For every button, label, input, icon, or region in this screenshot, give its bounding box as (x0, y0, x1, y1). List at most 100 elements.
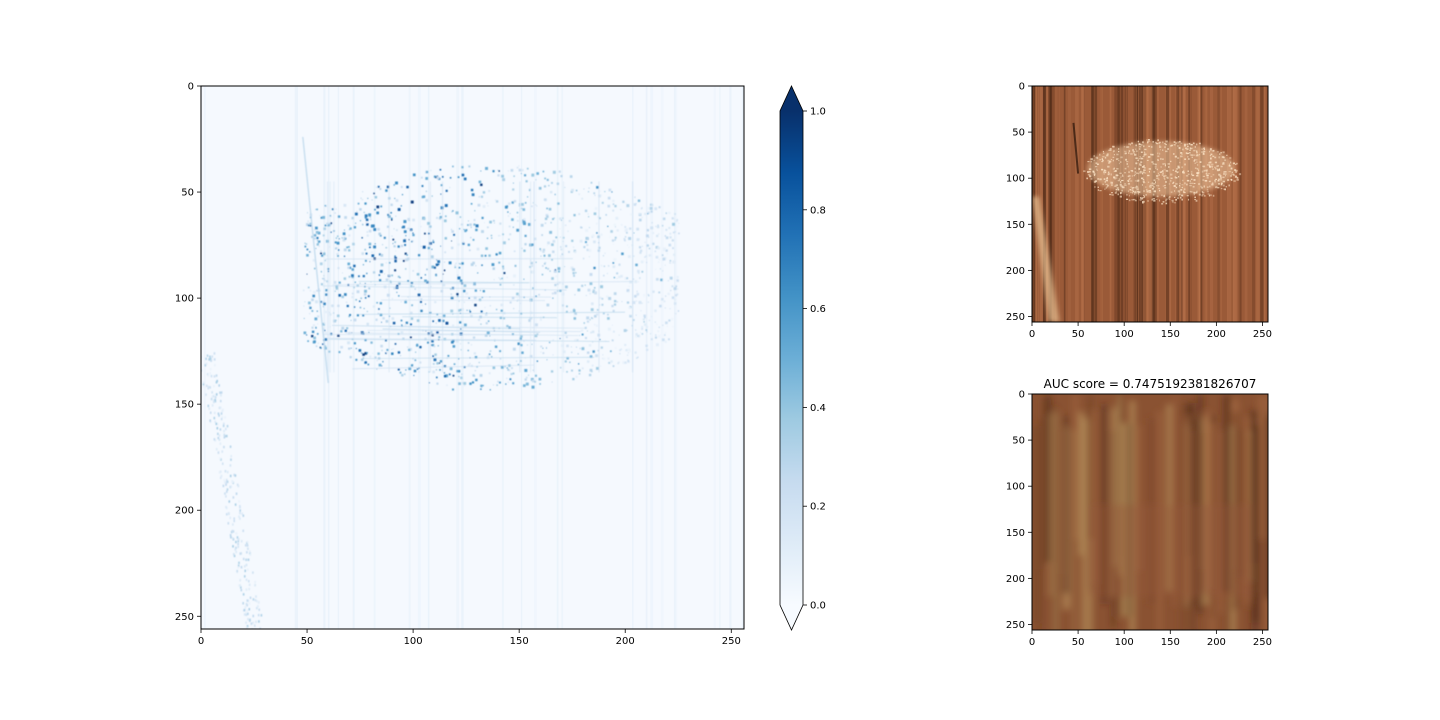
wood-grain (1050, 86, 1052, 322)
heatmap-cell (588, 344, 592, 347)
heatmap-cell (486, 226, 489, 229)
heatmap-cell (657, 224, 659, 226)
wood-grain (1081, 86, 1085, 322)
y-tick-label: 100 (1006, 482, 1025, 493)
scratch-speck (1175, 142, 1177, 144)
heatmap-cell (571, 239, 574, 242)
heatmap-cell (438, 336, 441, 339)
heatmap-cell (335, 247, 338, 250)
scratch-speck (1142, 201, 1144, 203)
wood-grain (1087, 400, 1093, 591)
heatmap-cell (486, 331, 490, 335)
scratch-speck (1117, 174, 1119, 176)
heatmap-cell (641, 333, 644, 335)
scratch-speck (1167, 166, 1170, 168)
heatmap-streak (203, 86, 206, 629)
heatmap-cell (479, 374, 483, 377)
heatmap-cell (573, 317, 577, 320)
wood-grain (1165, 86, 1170, 322)
heatmap-cell (648, 319, 651, 322)
wood-grain (1042, 86, 1047, 322)
wood-grain (1227, 86, 1228, 322)
heatmap-cell (600, 365, 602, 367)
scratch-speck (1220, 152, 1222, 154)
heatmap-cell (239, 504, 241, 508)
scratch-speck (1208, 161, 1211, 164)
scratch-speck (1106, 154, 1109, 157)
scratch-speck (1154, 166, 1157, 168)
scratch-speck (1167, 148, 1169, 150)
scratch-speck (1110, 173, 1112, 176)
y-tick-label: 150 (175, 400, 194, 411)
heatmap-cell (583, 246, 586, 249)
heatmap-cell (542, 250, 545, 253)
heatmap-cell (242, 593, 245, 596)
wood-grain (1217, 86, 1221, 322)
heatmap-cell (376, 211, 379, 215)
heatmap-cell (331, 208, 334, 211)
scratch-speck (1236, 178, 1239, 181)
scratch-speck (1181, 166, 1183, 169)
heatmap-cell (359, 306, 362, 309)
wood-grain (1177, 86, 1180, 322)
heatmap-cell (352, 315, 354, 317)
heatmap-cell (560, 248, 563, 251)
heatmap-cell (502, 241, 506, 245)
heatmap-cell (648, 247, 651, 250)
scratch-speck (1187, 198, 1190, 201)
heatmap-cell (235, 540, 237, 544)
heatmap-cell (416, 343, 418, 345)
heatmap-cell (401, 226, 404, 229)
heatmap-cell (480, 195, 484, 198)
heatmap-cell (539, 383, 541, 385)
heatmap-cell (337, 254, 339, 257)
heatmap-cell (376, 186, 378, 188)
heatmap-cell (470, 226, 472, 228)
heatmap-cell (218, 414, 220, 417)
scratch-speck (1208, 181, 1211, 183)
heatmap-cell (235, 492, 238, 495)
heatmap-cell (501, 174, 504, 178)
heatmap-cell (497, 380, 499, 383)
heatmap-cell (410, 285, 413, 288)
heatmap-cell (243, 608, 246, 612)
heatmap-streak (333, 325, 586, 329)
heatmap-cell (528, 374, 530, 376)
heatmap-cell (674, 231, 676, 233)
heatmap-cell (254, 598, 257, 602)
scratch-speck (1102, 150, 1105, 153)
wood-grain (1109, 409, 1116, 597)
heatmap-cell (433, 345, 436, 348)
heatmap-cell (509, 212, 511, 215)
wood-grain (1091, 86, 1094, 322)
heatmap-cell (219, 406, 222, 409)
scratch-speck (1143, 195, 1146, 198)
scratch-speck (1190, 170, 1193, 173)
heatmap-cell (219, 428, 222, 431)
scratch-speck (1127, 190, 1129, 192)
heatmap-cell (259, 627, 261, 629)
heatmap-cell (492, 170, 495, 173)
heatmap-cell (592, 350, 595, 353)
heatmap-cell (436, 216, 439, 219)
heatmap-cell (325, 289, 328, 292)
heatmap-cell (382, 317, 385, 320)
heatmap-cell (209, 367, 212, 371)
scratch-speck (1131, 142, 1134, 145)
scratch-speck (1186, 183, 1188, 186)
heatmap-cell (337, 304, 340, 307)
scratch-speck (1196, 175, 1199, 177)
heatmap-cell (642, 260, 645, 263)
colorbar-tick-label: 0.8 (810, 205, 826, 216)
heatmap-cell (435, 322, 437, 324)
heatmap-cell (420, 309, 423, 313)
heatmap-cell (343, 277, 347, 280)
scratch-speck (1172, 181, 1175, 184)
heatmap-cell (420, 245, 422, 247)
heatmap-cell (376, 368, 378, 370)
heatmap-cell (513, 250, 516, 253)
scratch-speck (1163, 143, 1167, 145)
scratch-speck (1121, 189, 1123, 192)
heatmap-cell (237, 566, 239, 569)
heatmap-cell (395, 250, 397, 252)
